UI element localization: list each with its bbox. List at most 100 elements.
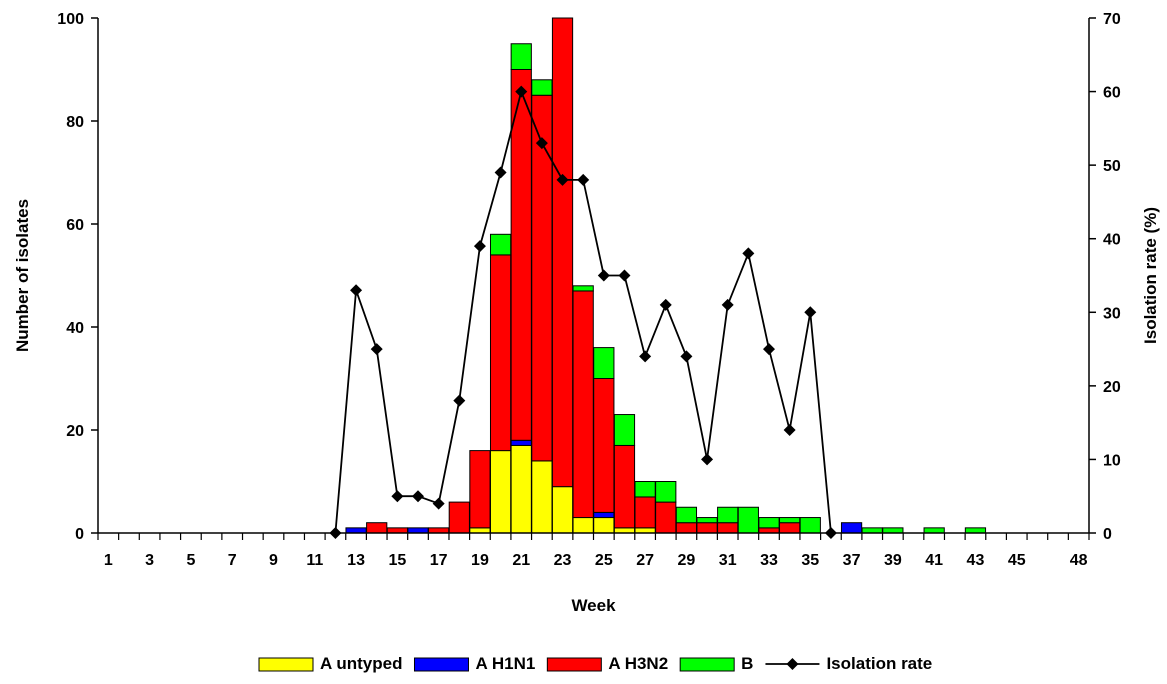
bar-a-h3n2-week-24	[572, 290, 594, 519]
x-tick-label-43: 43	[967, 552, 985, 569]
bar-a-h3n2-week-26	[613, 444, 636, 529]
legend-label-a-untyped: A untyped	[320, 654, 402, 673]
x-tick-label-5: 5	[186, 552, 195, 569]
isolation-rate-marker-week-18	[453, 394, 466, 407]
bar-b-week-32	[737, 506, 759, 534]
bar-a-h3n2-week-22	[531, 94, 553, 462]
bar-a-untyped-week-22	[531, 460, 553, 534]
y2-tick-label-60: 60	[1103, 85, 1121, 102]
isolation-rate-marker-week-32	[742, 247, 755, 260]
legend-label-b: B	[741, 654, 753, 673]
bar-b-week-29	[675, 506, 698, 524]
bar-a-untyped-week-20	[489, 450, 512, 534]
bar-b-week-33	[758, 517, 780, 529]
isolation-rate-marker-week-13	[350, 284, 363, 297]
y2-axis-title: Isolation rate (%)	[1141, 207, 1160, 344]
isolation-rate-marker-week-35	[804, 306, 817, 319]
isolation-rate-marker-week-28	[659, 298, 672, 311]
y2-tick-label-20: 20	[1103, 379, 1121, 396]
legend-label-a-h1n1: A H1N1	[475, 654, 535, 673]
bar-a-untyped-week-26	[613, 527, 636, 534]
bar-a-h3n2-week-23	[551, 17, 574, 488]
x-tick-label-48: 48	[1070, 552, 1088, 569]
legend-swatch-a-h1n1	[413, 657, 469, 672]
isolation-rate-marker-week-27	[639, 350, 652, 363]
y2-tick-label-10: 10	[1103, 452, 1121, 469]
bar-b-week-35	[799, 517, 821, 534]
bar-a-untyped-week-19	[469, 527, 491, 534]
bar-a-h3n2-week-31	[717, 522, 739, 534]
bar-a-h3n2-week-25	[593, 378, 615, 513]
isolation-rate-marker-week-16	[412, 490, 425, 503]
bar-a-h3n2-week-17	[428, 527, 450, 534]
bar-a-h1n1-week-13	[345, 527, 367, 534]
bar-a-h3n2-week-20	[489, 254, 512, 452]
y-axis-title: Number of isolates	[13, 199, 32, 352]
bar-b-week-21	[510, 43, 532, 70]
bar-b-week-30	[696, 517, 718, 524]
isolation-rate-marker-week-25	[597, 269, 610, 282]
bar-b-week-41	[923, 527, 945, 534]
isolation-rate-marker-week-26	[618, 269, 631, 282]
isolation-rate-marker-week-31	[721, 298, 734, 311]
x-tick-label-31: 31	[719, 552, 737, 569]
isolation-rate-marker-week-17	[432, 497, 445, 510]
bar-a-h3n2-week-15	[386, 527, 408, 534]
isolation-rate-marker-week-30	[701, 453, 714, 466]
isolation-rate-marker-week-29	[680, 350, 693, 363]
x-tick-label-15: 15	[388, 552, 406, 569]
isolation-rate-marker-week-20	[494, 166, 507, 179]
bar-a-untyped-week-25	[593, 517, 615, 534]
y2-tick-label-40: 40	[1103, 232, 1121, 249]
bar-b-week-39	[882, 527, 904, 534]
isolation-rate-marker-week-15	[391, 490, 404, 503]
isolation-rate-marker-week-23	[556, 173, 569, 186]
bar-a-h3n2-week-18	[448, 501, 470, 534]
bar-b-week-31	[717, 506, 739, 524]
legend-label-a-h3n2: A H3N2	[608, 654, 668, 673]
legend-swatch-a-h3n2	[546, 657, 602, 672]
y-tick-label-0: 0	[75, 526, 84, 543]
legend-swatch-a-untyped	[258, 657, 314, 672]
isolation-rate-marker-week-34	[783, 424, 796, 436]
bar-a-h3n2-week-30	[696, 522, 718, 534]
y-tick-label-20: 20	[66, 423, 84, 440]
y2-tick-label-70: 70	[1103, 11, 1121, 28]
y-tick-label-40: 40	[66, 320, 84, 337]
bar-a-h3n2-week-27	[634, 496, 656, 529]
isolation-rate-line-layer	[329, 85, 837, 539]
x-tick-label-25: 25	[595, 552, 613, 569]
x-tick-label-39: 39	[884, 552, 902, 569]
bar-b-week-34	[779, 517, 801, 524]
bar-a-untyped-week-27	[634, 527, 656, 534]
bar-a-h1n1-week-37	[840, 522, 863, 534]
y-tick-label-80: 80	[66, 114, 84, 131]
bar-a-untyped-week-21	[510, 444, 532, 534]
isolation-rate-marker-week-19	[473, 240, 486, 253]
bar-a-h3n2-week-21	[510, 69, 532, 441]
bar-b-week-22	[531, 79, 553, 96]
y2-tick-label-50: 50	[1103, 158, 1121, 175]
x-tick-label-33: 33	[760, 552, 778, 569]
bar-b-week-28	[655, 481, 677, 503]
y-tick-label-100: 100	[57, 11, 84, 28]
bar-b-week-26	[613, 414, 636, 446]
x-tick-label-41: 41	[925, 552, 943, 569]
x-tick-label-35: 35	[801, 552, 819, 569]
x-tick-label-13: 13	[347, 552, 365, 569]
bar-a-h1n1-week-21	[510, 439, 532, 446]
y2-tick-label-30: 30	[1103, 305, 1121, 322]
x-tick-label-1: 1	[104, 552, 113, 569]
bar-a-h3n2-week-34	[779, 522, 801, 534]
x-tick-label-21: 21	[512, 552, 530, 569]
bar-a-h3n2-week-14	[366, 522, 388, 534]
x-tick-label-27: 27	[636, 552, 654, 569]
bar-a-h3n2-week-28	[655, 501, 677, 534]
x-tick-label-23: 23	[554, 552, 572, 569]
bar-b-week-20	[489, 233, 512, 256]
bar-a-h1n1-week-25	[593, 511, 615, 519]
isolation-rate-marker-week-24	[577, 173, 590, 186]
legend-label-isolation-rate: Isolation rate	[826, 654, 932, 673]
bar-b-week-25	[593, 347, 615, 380]
bar-b-week-24	[572, 285, 594, 292]
